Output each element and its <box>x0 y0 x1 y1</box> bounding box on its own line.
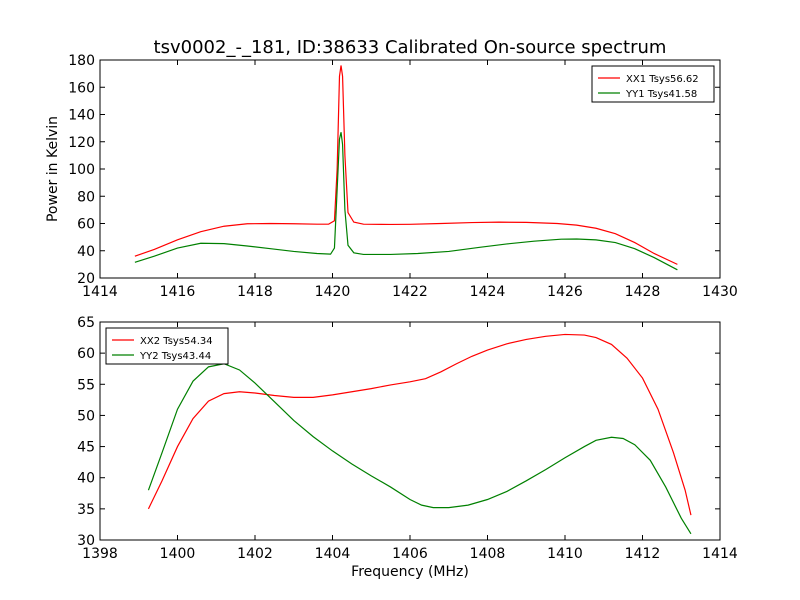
top-x-tick-label: 1430 <box>702 284 738 300</box>
top-y-tick-label: 20 <box>77 271 95 287</box>
top-x-tick-label: 1422 <box>392 284 428 300</box>
bottom-x-tick-label: 1412 <box>625 546 661 562</box>
bottom-x-tick-label: 1408 <box>470 546 506 562</box>
bottom-y-tick-label: 30 <box>77 533 95 549</box>
chart-title: tsv0002_-_181, ID:38633 Calibrated On-so… <box>154 37 667 58</box>
top-x-tick-label: 1418 <box>237 284 273 300</box>
bottom-x-tick-label: 1402 <box>237 546 273 562</box>
bottom-x-tick-label: 1404 <box>315 546 351 562</box>
bottom-y-tick-label: 45 <box>77 440 95 456</box>
bottom-y-tick-label: 65 <box>77 315 95 331</box>
bottom-series-line-2 <box>147 363 692 535</box>
bottom-y-tick-label: 40 <box>77 471 95 487</box>
bottom-legend-label: XX2 Tsys54.34 <box>140 336 213 347</box>
bottom-x-tick-label: 1398 <box>82 546 118 562</box>
top-legend: XX1 Tsys56.62 YY1 Tsys41.58 <box>591 65 715 103</box>
top-y-tick-label: 160 <box>68 80 95 96</box>
bottom-x-tick-label: 1414 <box>702 546 738 562</box>
top-legend-label: YY1 Tsys41.58 <box>625 89 697 100</box>
top-y-tick-label: 120 <box>68 135 95 151</box>
top-x-tick-label: 1420 <box>315 284 351 300</box>
top-y-tick-label: 60 <box>77 217 95 233</box>
top-x-tick-label: 1414 <box>82 284 118 300</box>
bottom-legend: XX2 Tsys54.34 YY2 Tsys43.44 <box>105 327 229 365</box>
top-y-tick-label: 180 <box>68 53 95 69</box>
bottom-y-tick-label: 55 <box>77 377 95 393</box>
bottom-x-tick-label: 1400 <box>160 546 196 562</box>
bottom-legend-box <box>105 327 229 365</box>
top-y-tick-label: 100 <box>68 162 95 178</box>
top-legend-label: XX1 Tsys56.62 <box>626 74 699 85</box>
top-x-tick-label: 1426 <box>547 284 583 300</box>
top-y-tick-label: 140 <box>68 108 95 124</box>
top-y-tick-label: 40 <box>77 244 95 260</box>
bottom-plot-panel: 1398 1400 1402 1404 1406 1408 1410 1412 1414 30 35… <box>77 315 738 580</box>
bottom-y-tick-label: 35 <box>77 502 95 518</box>
bottom-x-tick-label: 1406 <box>392 546 428 562</box>
top-x-tick-label: 1424 <box>470 284 506 300</box>
top-y-tick-label: 80 <box>77 189 95 205</box>
bottom-y-tick-label: 50 <box>77 408 95 424</box>
top-x-tick-label: 1428 <box>625 284 661 300</box>
x-axis-label: Frequency (MHz) <box>351 564 469 580</box>
top-series-line-2 <box>134 132 678 271</box>
top-legend-box <box>591 65 715 103</box>
top-x-tick-label: 1416 <box>160 284 196 300</box>
bottom-legend-label: YY2 Tsys43.44 <box>139 351 211 362</box>
top-y-axis-label: Power in Kelvin <box>45 116 61 222</box>
bottom-series-line-1 <box>147 333 692 516</box>
bottom-y-tick-label: 60 <box>77 346 95 362</box>
top-plot-panel: 1414 1416 1418 1420 1422 1424 1426 1428 1430 20 40… <box>45 53 738 300</box>
bottom-x-tick-label: 1410 <box>547 546 583 562</box>
top-series-line-1 <box>134 65 678 265</box>
